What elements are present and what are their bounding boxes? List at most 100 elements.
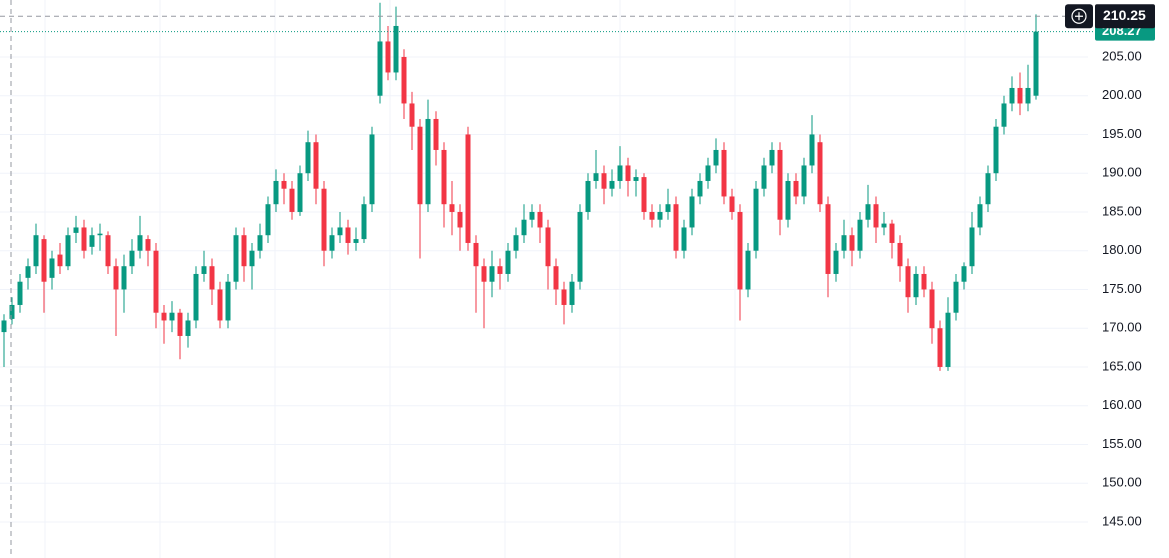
candle-body [201, 266, 207, 274]
candle-body [609, 180, 615, 189]
candle-body [681, 227, 687, 251]
candle-body [737, 211, 743, 290]
candle-body [953, 281, 959, 313]
candle-body [617, 165, 623, 181]
candle-body [641, 177, 647, 212]
candle-body [657, 211, 663, 220]
candle-body [945, 312, 951, 367]
candle-body [937, 328, 943, 367]
candle-body [297, 173, 303, 212]
candle-body [129, 250, 135, 267]
candle-body [561, 289, 567, 305]
candle-body [913, 273, 919, 298]
candle-body [897, 242, 903, 267]
candle-body [601, 173, 607, 189]
candle-body [961, 266, 967, 282]
candle-body [969, 227, 975, 267]
candle-body [409, 103, 415, 127]
candle-body [241, 235, 247, 267]
candle-body [649, 211, 655, 220]
candle-body [225, 281, 231, 321]
candle-body [745, 250, 751, 290]
candle-body [769, 149, 775, 166]
candle-body [513, 235, 519, 251]
candle-body [217, 289, 223, 321]
candle-body [489, 266, 495, 282]
candle-body [977, 204, 983, 228]
candle-body [257, 235, 263, 251]
candle-body [305, 142, 311, 174]
candle-body [993, 126, 999, 174]
candle-body [473, 242, 479, 267]
candle-body [849, 235, 855, 251]
candle-body [729, 196, 735, 212]
candle-body [185, 320, 191, 336]
candle-body [505, 250, 511, 274]
crosshair-price-box [1095, 4, 1155, 29]
candle-body [793, 180, 799, 197]
candle-body [633, 177, 639, 181]
candle-body [889, 223, 895, 243]
candle-body [673, 204, 679, 251]
candle-body [833, 250, 839, 274]
y-tick-label: 150.00 [1102, 475, 1142, 490]
candle-body [233, 235, 239, 282]
candle-body [481, 266, 487, 282]
y-tick-label: 145.00 [1102, 513, 1142, 528]
candle-body [417, 126, 423, 205]
crosshair-price-label: 210.25 [1103, 7, 1146, 23]
candle-body [441, 149, 447, 205]
candle-body [817, 142, 823, 205]
y-tick-label: 155.00 [1102, 436, 1142, 451]
candle-body [721, 149, 727, 197]
y-tick-label: 180.00 [1102, 242, 1142, 257]
y-tick-label: 175.00 [1102, 281, 1142, 296]
candle-body [553, 266, 559, 290]
candle-body [281, 180, 287, 189]
y-tick-label: 190.00 [1102, 165, 1142, 180]
candle-body [1009, 87, 1015, 104]
candle-body [337, 227, 343, 236]
candle-body [689, 196, 695, 228]
candle-body [1, 320, 7, 333]
candle-body [289, 188, 295, 212]
y-tick-label: 170.00 [1102, 320, 1142, 335]
y-tick-label: 185.00 [1102, 203, 1142, 218]
candle-body [153, 250, 159, 313]
candle-body [17, 281, 23, 305]
candle-body [377, 41, 383, 96]
candle-body [425, 118, 431, 205]
candle-body [33, 235, 39, 267]
candle-body [169, 312, 175, 321]
add-alert-button[interactable] [1065, 4, 1093, 29]
candle-body [761, 165, 767, 189]
candle-body [137, 235, 143, 251]
candle-body [265, 204, 271, 236]
candle-body [905, 266, 911, 298]
candle-body [449, 204, 455, 212]
candle-body [249, 250, 255, 267]
candle-body [985, 173, 991, 205]
candle-body [401, 56, 407, 104]
candle-body [81, 227, 87, 251]
add-alert-icon [1071, 8, 1087, 24]
candle-body [393, 25, 399, 73]
candle-body [625, 165, 631, 181]
candle-body [41, 239, 47, 282]
candle-body [921, 273, 927, 290]
candle-body [593, 173, 599, 181]
candle-body [385, 41, 391, 73]
candle-body [113, 266, 119, 290]
candle-body [1025, 87, 1031, 104]
candle-body [177, 312, 183, 336]
candle-body [25, 266, 31, 278]
candle-body [97, 233, 103, 236]
candle-body [697, 180, 703, 197]
candle-body [801, 165, 807, 197]
candle-body [361, 204, 367, 240]
candle-body [369, 134, 375, 205]
candle-body [873, 204, 879, 228]
candle-body [161, 312, 167, 321]
candle-body [329, 235, 335, 251]
